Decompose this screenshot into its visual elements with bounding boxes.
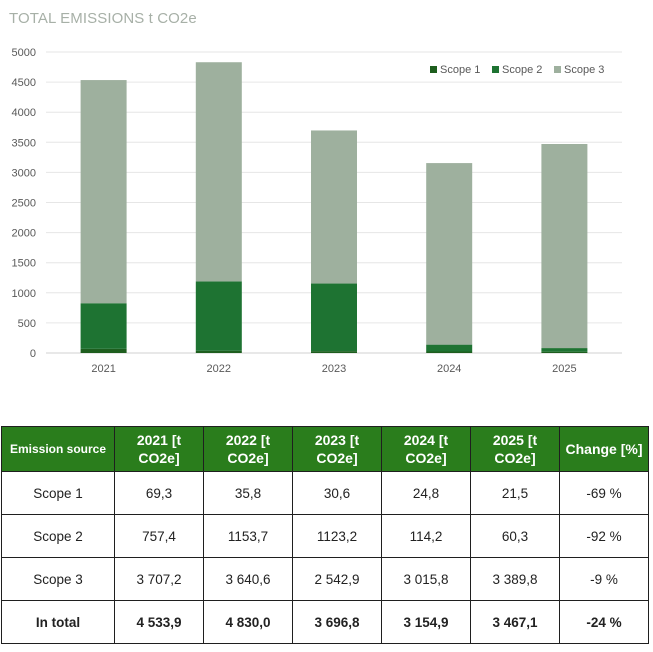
bar-scope-2-2021 bbox=[80, 303, 127, 349]
header-change: Change [%] bbox=[559, 426, 649, 472]
y-tick-label: 1000 bbox=[12, 288, 36, 300]
table-cell: 4 830,0 bbox=[203, 600, 293, 644]
table-cell: 60,3 bbox=[470, 514, 560, 558]
y-tick-label: 2500 bbox=[12, 198, 36, 210]
y-tick-label: 4500 bbox=[12, 77, 36, 89]
legend-swatch bbox=[554, 66, 561, 73]
table-cell: 1153,7 bbox=[203, 514, 293, 558]
bar-scope-1-2024 bbox=[426, 351, 473, 353]
table-cell: -69 % bbox=[559, 471, 649, 515]
x-tick-label: 2024 bbox=[437, 363, 461, 375]
table-cell: 3 467,1 bbox=[470, 600, 560, 644]
header-2023: 2023 [t CO2e] bbox=[292, 426, 382, 472]
table-cell: 4 533,9 bbox=[114, 600, 204, 644]
bar-scope-2-2023 bbox=[311, 283, 357, 352]
table-cell: 1123,2 bbox=[292, 514, 382, 558]
bar-scope-2-2024 bbox=[426, 344, 473, 352]
table-cell: 3 389,8 bbox=[470, 557, 560, 601]
bar-scope-2-2025 bbox=[541, 348, 588, 352]
bar-scope-1-2021 bbox=[80, 348, 127, 353]
legend-label: Scope 1 bbox=[440, 64, 480, 76]
table-cell: -24 % bbox=[559, 600, 649, 644]
header-2025: 2025 [t CO2e] bbox=[470, 426, 560, 472]
table-cell: 30,6 bbox=[292, 471, 382, 515]
header-2021: 2021 [t CO2e] bbox=[114, 426, 204, 472]
table-cell: -92 % bbox=[559, 514, 649, 558]
row-label: Scope 3 bbox=[1, 557, 115, 601]
y-tick-label: 5000 bbox=[12, 47, 36, 59]
header-emission-source: Emission source bbox=[1, 426, 115, 472]
bar-scope-1-2025 bbox=[541, 351, 588, 353]
bar-scope-1-2022 bbox=[195, 350, 242, 353]
stacked-bar-chart: 0 500 1000 1500 2000 2500 3000 3500 4000 4500 5000… bbox=[12, 47, 622, 375]
table-cell: 3 640,6 bbox=[203, 557, 293, 601]
row-label: In total bbox=[1, 600, 115, 644]
table-header-row: Emission source 2021 [t CO2e] 2022 [t CO… bbox=[1, 426, 649, 472]
table-cell: 3 707,2 bbox=[114, 557, 204, 601]
chart-title: TOTAL EMISSIONS t CO2e bbox=[9, 10, 197, 27]
table-row: Scope 2 757,4 1153,7 1123,2 114,2 60,3 -… bbox=[1, 514, 649, 558]
x-tick-label: 2025 bbox=[552, 363, 576, 375]
table-cell: 757,4 bbox=[114, 514, 204, 558]
bar-scope-1-2023 bbox=[311, 351, 357, 353]
y-tick-label: 3500 bbox=[12, 137, 36, 149]
table-cell: 2 542,9 bbox=[292, 557, 382, 601]
table-cell: -9 % bbox=[559, 557, 649, 601]
table-row: Scope 1 69,3 35,8 30,6 24,8 21,5 -69 % bbox=[1, 471, 649, 515]
x-tick-label: 2022 bbox=[207, 363, 231, 375]
y-tick-label: 2000 bbox=[12, 228, 36, 240]
y-tick-label: 500 bbox=[18, 318, 36, 330]
legend-swatch bbox=[430, 66, 437, 73]
y-tick-label: 4000 bbox=[12, 107, 36, 119]
bar-scope-2-2022 bbox=[195, 281, 242, 351]
table-cell: 24,8 bbox=[381, 471, 471, 515]
y-tick-label: 3000 bbox=[12, 167, 36, 179]
emissions-table: Emission source 2021 [t CO2e] 2022 [t CO… bbox=[1, 426, 649, 644]
table-row: Scope 3 3 707,2 3 640,6 2 542,9 3 015,8 … bbox=[1, 557, 649, 601]
table-cell: 35,8 bbox=[203, 471, 293, 515]
table-cell: 21,5 bbox=[470, 471, 560, 515]
legend-label: Scope 3 bbox=[564, 64, 604, 76]
bar-scope-3-2021 bbox=[80, 80, 127, 304]
x-tick-label: 2021 bbox=[91, 363, 115, 375]
legend-swatch bbox=[492, 66, 499, 73]
table-cell: 69,3 bbox=[114, 471, 204, 515]
table-cell: 3 015,8 bbox=[381, 557, 471, 601]
bar-scope-3-2023 bbox=[311, 130, 357, 284]
table-cell: 3 154,9 bbox=[381, 600, 471, 644]
x-tick-label: 2023 bbox=[322, 363, 346, 375]
header-2024: 2024 [t CO2e] bbox=[381, 426, 471, 472]
bar-scope-3-2025 bbox=[541, 144, 588, 349]
row-label: Scope 1 bbox=[1, 471, 115, 515]
legend-label: Scope 2 bbox=[502, 64, 542, 76]
bar-scope-3-2024 bbox=[426, 163, 473, 345]
table-cell: 114,2 bbox=[381, 514, 471, 558]
y-tick-label: 0 bbox=[30, 348, 36, 360]
y-tick-label: 1500 bbox=[12, 258, 36, 270]
bar-scope-3-2022 bbox=[195, 62, 242, 282]
table-row-total: In total 4 533,9 4 830,0 3 696,8 3 154,9… bbox=[1, 600, 649, 644]
row-label: Scope 2 bbox=[1, 514, 115, 558]
header-2022: 2022 [t CO2e] bbox=[203, 426, 293, 472]
table-cell: 3 696,8 bbox=[292, 600, 382, 644]
